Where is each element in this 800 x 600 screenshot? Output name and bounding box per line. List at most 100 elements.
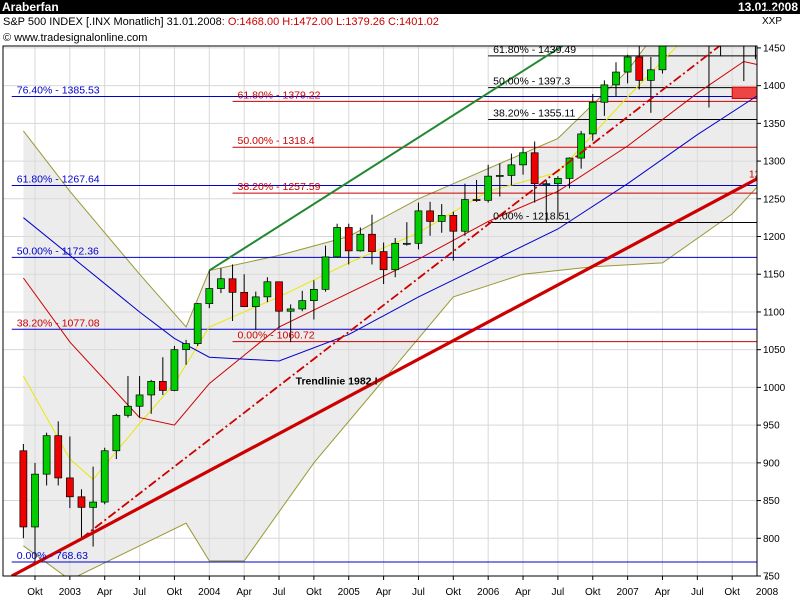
candle [251,291,260,331]
candle [612,62,620,97]
fib-label: 61.80% - 1439.49 [493,44,576,56]
x-tick-label: 2003 [59,587,82,598]
x-tick-label: Apr [236,587,252,598]
x-tick-label: Apr [515,587,531,598]
green-channel-line [208,46,565,272]
candle-body [402,242,411,245]
candle-body [310,288,318,301]
y-tick-label: 1150 [763,270,785,281]
y-tick-label: 1050 [763,345,786,356]
fib-label: 50.00% - 1318.4 [238,135,315,147]
candle [182,339,190,365]
candle [77,489,86,539]
candle [217,268,225,294]
y-tick-label: 750 [763,572,780,583]
plot-area: 100.00% - 1576.0976.40% - 1385.5361.80% … [3,0,787,576]
candle-body [263,281,272,298]
y-tick-label: 800 [763,534,780,545]
plot-frame [2,45,758,577]
candle [158,357,167,395]
candle-body [414,210,423,244]
x-tick-label: 2004 [198,587,221,598]
candle [495,163,504,197]
candle-body [565,157,574,179]
x-tick-label: Okt [167,587,183,598]
candle [333,223,341,258]
candle-body [321,256,330,290]
candle [379,242,388,285]
candle [542,179,551,223]
candle-body [391,242,400,271]
candle [286,304,295,343]
candle [600,80,609,116]
candle [554,176,562,219]
candle-body [275,281,283,312]
candle-body [658,46,667,71]
y-tick-label: 900 [763,458,780,469]
candle [42,432,51,486]
fib-label: 1274.15 [749,169,787,181]
candle [519,147,527,175]
y-tick-label: 1500 [763,6,786,17]
candle [635,46,644,90]
title-bar: Araberfan 13.01.2008 [0,0,800,14]
candle [356,227,365,252]
x-tick-label: 2007 [616,587,639,598]
moving-average-blue [23,95,757,362]
candle [426,201,434,236]
candle [588,93,597,141]
candle-body [682,0,689,8]
candle-body [170,349,179,391]
candle-body [530,152,539,185]
candle-body [635,56,644,81]
candle-body [484,175,493,201]
fib-label: 0.00% - 1218.51 [493,211,570,223]
author-label: Araberfan [2,0,59,14]
candle-body [577,133,585,159]
fib-label: 38.20% - 1077.08 [17,317,100,329]
candle-body [42,435,51,475]
y-tick-label: 1250 [763,194,786,205]
candle-body [147,381,156,396]
candle [193,302,202,346]
x-tick-label: Apr [376,587,392,598]
candle [461,183,469,236]
highlight-box [731,86,757,99]
y-tick-label: 850 [763,496,780,507]
candle-body [368,233,376,252]
candle-body [437,215,446,222]
candle [321,245,330,292]
candle-body [298,300,307,310]
bollinger-upper-line [23,46,647,328]
candle-body [623,56,632,73]
candle-body [495,175,504,177]
candle-body [251,296,260,308]
candle [31,462,39,563]
candle-body [612,71,620,86]
candle [391,238,400,278]
dash-dot-line [80,46,721,539]
fib-label: 61.80% - 1379.22 [238,89,321,101]
fib-label: 76.40% - 1385.53 [17,85,100,97]
candle-body [124,405,132,416]
candle [135,376,144,418]
candle [66,436,74,509]
y-tick-label: 1200 [763,232,786,243]
candle [100,447,109,505]
candle [752,25,759,60]
fib-label: Trendlinie 1982 ! [296,375,378,387]
candle-body [426,210,434,222]
ohlc-values: : O:1468.00 H:1472.00 L:1379.26 C:1401.0… [221,16,439,28]
candle-body [764,34,771,85]
y-tick-label: 1000 [763,383,786,394]
candle [507,153,516,186]
candle-body [694,8,701,44]
candle-body [752,25,759,35]
candle [310,280,318,320]
candle [298,290,307,312]
candle-body [89,501,97,508]
candle-body [31,473,39,528]
candle-body [77,496,86,508]
candle [112,413,121,460]
